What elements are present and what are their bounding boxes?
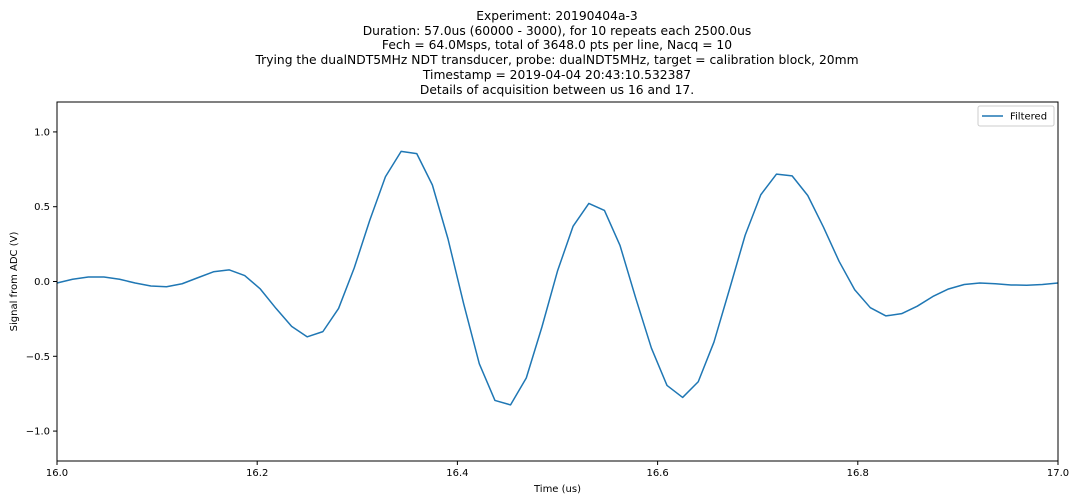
- y-tick-label: 0.0: [34, 277, 50, 288]
- legend-box: [977, 105, 1055, 127]
- x-tick-label: 16.2: [246, 468, 268, 479]
- axes: 16.0 16.2 16.4 16.6 16.8 17.0 −1.0 −0.5 0.0 0.5 1.…: [26, 101, 1069, 479]
- x-tick-label: 16.0: [46, 468, 68, 479]
- x-tick-label: 16.6: [646, 468, 668, 479]
- title-line-sampling: Fech = 64.0Msps, total of 3648.0 pts per…: [381, 38, 733, 53]
- legend-label-filtered: Filtered: [1010, 112, 1047, 123]
- title-line-experiment: Experiment: 20190404a-3: [476, 9, 638, 23]
- axes-frame: [56, 101, 1059, 462]
- y-tick-label: −0.5: [26, 352, 50, 363]
- y-tick-label: 1.0: [34, 127, 50, 138]
- y-tick-label: −1.0: [26, 427, 50, 438]
- chart-title: Experiment: 20190404a-3 Duration: 57.0us…: [0, 9, 1080, 97]
- plot-area: [56, 150, 1059, 406]
- x-axis-label: Time (us): [533, 484, 581, 495]
- x-tick-label: 16.8: [847, 468, 869, 479]
- y-tick-label: 0.5: [34, 202, 50, 213]
- x-tick-label: 16.4: [446, 468, 468, 479]
- series-line-filtered: [56, 150, 1059, 406]
- title-line-duration: Duration: 57.0us (60000 - 3000), for 10 …: [362, 23, 752, 38]
- legend: Filtered: [977, 105, 1055, 127]
- x-tick-label: 17.0: [1047, 468, 1069, 479]
- y-axis-label: Signal from ADC (V): [9, 232, 20, 332]
- title-line-transducer: Trying the dualNDT5MHz NDT transducer, p…: [255, 53, 859, 68]
- title-line-timestamp: Timestamp = 2019-04-04 20:43:10.532387: [422, 67, 692, 82]
- title-line-details: Details of acquisition between us 16 and…: [419, 82, 695, 97]
